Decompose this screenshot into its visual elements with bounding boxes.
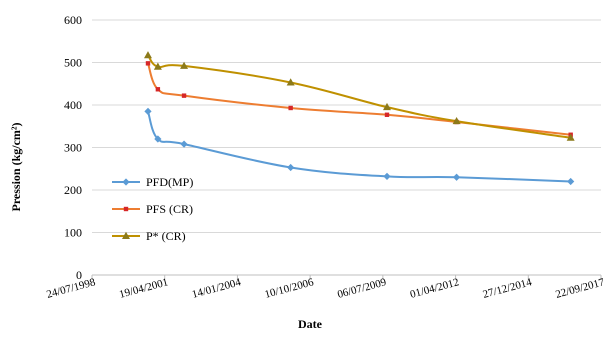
data-point — [154, 135, 162, 143]
x-tick-label: 19/04/2001 — [118, 276, 170, 301]
series-line-1 — [147, 111, 571, 183]
data-point — [452, 173, 461, 181]
y-tick-label: 600 — [64, 13, 82, 27]
data-point — [383, 102, 392, 111]
x-tick-label: 06/07/2009 — [336, 276, 388, 301]
data-point — [567, 177, 575, 186]
x-tick-label: 27/12/2014 — [482, 276, 534, 301]
legend: PFD(MP) PFS (CR) P* (CR) — [112, 175, 193, 243]
y-tick-label: 400 — [64, 98, 82, 112]
axes: 0 100 200 300 400 500 600 24/07/1998 19/04/2001 1… — [45, 13, 603, 301]
data-point — [155, 87, 161, 92]
y-tick-label: 500 — [64, 56, 82, 70]
y-tick-label: 300 — [64, 141, 82, 155]
legend-label: PFS (CR) — [146, 202, 193, 216]
data-point — [383, 172, 391, 180]
data-point — [153, 62, 162, 70]
data-point — [288, 105, 293, 111]
x-tick-label: 14/01/2004 — [191, 276, 243, 301]
data-point — [180, 61, 189, 69]
legend-swatch-marker — [123, 206, 129, 212]
data-point — [287, 163, 295, 172]
data-point — [180, 140, 188, 148]
data-point — [286, 78, 295, 86]
legend-label: P* (CR) — [146, 229, 186, 243]
data-point — [452, 116, 461, 125]
gridlines — [92, 19, 601, 233]
legend-label: PFD(MP) — [146, 175, 193, 189]
x-tick-label: 01/04/2012 — [409, 276, 461, 301]
series-line-3 — [147, 54, 571, 139]
data-point — [566, 133, 575, 141]
x-tick-label: 22/09/2017 — [554, 276, 603, 301]
legend-swatch-marker — [122, 178, 130, 186]
x-axis-label: Date — [298, 317, 323, 331]
data-point — [145, 61, 151, 66]
y-axis-label: Pression (kg/cm²) — [9, 122, 23, 211]
series-lines — [147, 54, 571, 183]
x-tick-label: 24/07/1998 — [45, 276, 97, 301]
x-tick-label: 10/10/2006 — [263, 276, 315, 301]
data-point — [384, 112, 390, 117]
y-tick-label: 200 — [64, 183, 82, 197]
legend-swatch-marker — [122, 231, 130, 239]
data-point — [181, 93, 187, 98]
data-point — [143, 51, 152, 59]
data-point — [144, 107, 152, 115]
y-tick-label: 0 — [76, 268, 82, 282]
series-markers — [143, 51, 575, 186]
y-tick-label: 100 — [64, 226, 82, 240]
